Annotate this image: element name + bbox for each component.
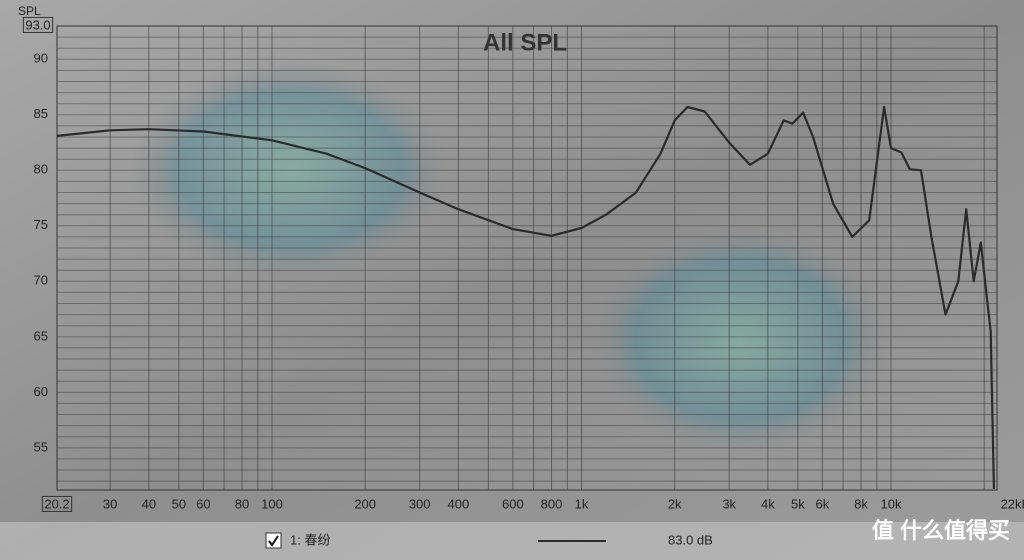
y-tick-label: 65 — [34, 328, 48, 343]
watermark: 值 什么值得买 — [872, 518, 1010, 543]
x-tick-label: 22kHz — [1001, 496, 1024, 511]
y-tick-label: 85 — [34, 106, 48, 121]
x-tick-label: 30 — [103, 496, 117, 511]
x-tick-label: 400 — [447, 496, 469, 511]
y-tick-label: 70 — [34, 273, 48, 288]
checkmark — [268, 535, 279, 547]
x-tick-label: 60 — [196, 496, 210, 511]
x-tick-label: 5k — [791, 496, 805, 511]
x-tick-label: 4k — [761, 496, 775, 511]
y-tick-label: 55 — [34, 439, 48, 454]
y-tick-label: 90 — [34, 51, 48, 66]
y-tick-label: 60 — [34, 384, 48, 399]
grid — [57, 26, 997, 490]
y-tick-label: 80 — [34, 162, 48, 177]
background-photo — [590, 225, 890, 455]
legend-value: 83.0 dB — [668, 532, 713, 547]
x-tick-label: 6k — [815, 496, 829, 511]
y-tick-box — [22, 16, 54, 33]
series-line — [56, 105, 995, 489]
x-tick-label: 50 — [172, 496, 186, 511]
x-tick-label: 80 — [235, 496, 249, 511]
x-tick-label: 8k — [854, 496, 868, 511]
x-tick-label: 40 — [142, 496, 156, 511]
x-tick-label: 1k — [575, 496, 589, 511]
x-tick-label: 100 — [261, 496, 283, 511]
legend-checkbox[interactable] — [265, 532, 282, 549]
plot-frame — [56, 25, 998, 491]
x-tick-label: 200 — [354, 496, 376, 511]
x-tick-label: 10k — [881, 496, 902, 511]
x-tick-label: 300 — [409, 496, 431, 511]
x-tick-label: 3k — [722, 496, 736, 511]
x-tick-label: 20.2 — [44, 496, 69, 511]
y-axis-label: SPL — [18, 4, 41, 18]
legend-bar — [0, 522, 1024, 560]
x-tick-label: 600 — [502, 496, 524, 511]
chart-title: All SPL — [483, 29, 567, 56]
x-tick-label: 800 — [541, 496, 563, 511]
background-photo — [130, 60, 450, 280]
y-tick-label: 75 — [34, 217, 48, 232]
x-tick-label: 2k — [668, 496, 682, 511]
x-tick-box — [41, 495, 73, 512]
y-tick-label: 93.0 — [25, 17, 50, 32]
legend-label: 1: 春纷 — [290, 532, 330, 547]
